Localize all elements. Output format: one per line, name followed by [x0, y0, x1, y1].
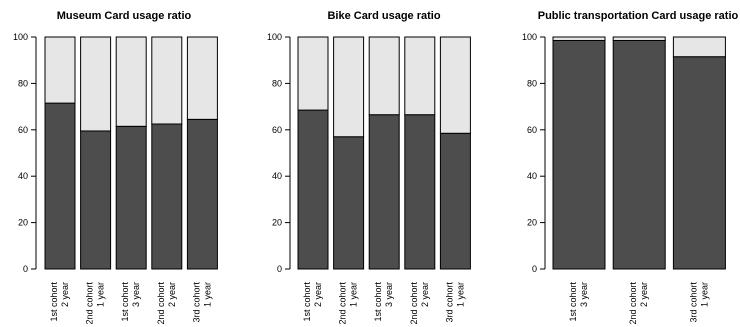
y-tick-label: 0: [23, 264, 28, 274]
category-label: 1st cohort 3 year: [568, 282, 589, 322]
y-tick-label: 80: [527, 78, 537, 88]
bar-segment-remainder: [552, 36, 606, 41]
bar-segment-usage: [368, 114, 400, 270]
category-label: 2nd cohort 1 year: [85, 282, 106, 325]
y-tick-label: 0: [532, 264, 537, 274]
category-label-line: 1st cohort: [120, 282, 130, 322]
category-label-line: 2 year: [639, 282, 649, 307]
category-label-line: 1 year: [96, 282, 106, 307]
category-label-line: 2nd cohort: [85, 282, 95, 325]
bar-segment-usage: [612, 39, 666, 270]
category-label-line: 2nd cohort: [409, 282, 419, 325]
y-tick-label: 80: [272, 78, 282, 88]
category-label-line: 3rd cohort: [688, 282, 698, 323]
bar-segment-usage: [297, 109, 329, 270]
category-label-line: 1 year: [699, 282, 709, 307]
chart-title: Museum Card usage ratio: [57, 10, 192, 22]
category-label-line: 1st cohort: [373, 282, 383, 322]
bar-segment-usage: [186, 118, 218, 270]
bar-segment-usage: [404, 114, 436, 270]
bar-segment-remainder: [44, 36, 76, 104]
chart-panel-2: Bike Card usage ratio 0 20 40 60 80 100 1st coh…: [267, 10, 471, 325]
bar-segment-remainder: [404, 36, 436, 116]
bar-segment-usage: [115, 125, 147, 270]
y-tick-label: 40: [18, 171, 28, 181]
bar-segment-remainder: [368, 36, 400, 116]
bar-segment-usage: [672, 56, 726, 270]
y-tick-label: 40: [272, 171, 282, 181]
category-label: 2nd cohort 2 year: [156, 282, 177, 325]
bar-segment-remainder: [297, 36, 329, 111]
y-tick-label: 0: [277, 264, 282, 274]
category-label-line: 3 year: [131, 282, 141, 307]
category-label-line: 2 year: [313, 282, 323, 307]
category-label-line: 3rd cohort: [444, 282, 454, 323]
y-tick-label: 40: [527, 171, 537, 181]
bar-segment-usage: [80, 130, 112, 270]
y-tick-label: 20: [527, 218, 537, 228]
category-label: 2nd cohort 2 year: [409, 282, 430, 325]
y-tick-label: 100: [267, 32, 282, 42]
y-tick-label: 20: [18, 218, 28, 228]
category-label-line: 1st cohort: [302, 282, 312, 322]
y-tick-label: 20: [272, 218, 282, 228]
category-label: 1st cohort 3 year: [373, 282, 394, 322]
category-label-line: 2nd cohort: [338, 282, 348, 325]
bar-segment-remainder: [186, 36, 218, 120]
bar-segment-remainder: [115, 36, 147, 127]
y-tick-label: 100: [13, 32, 28, 42]
category-label-line: 2 year: [420, 282, 430, 307]
y-tick-label: 80: [18, 78, 28, 88]
chart-title: Public transportation Card usage ratio: [538, 10, 739, 22]
bar-segment-remainder: [439, 36, 471, 134]
category-label-line: 2nd cohort: [156, 282, 166, 325]
category-label-line: 2 year: [167, 282, 177, 307]
bar-segment-usage: [439, 132, 471, 270]
bar-segment-usage: [151, 123, 183, 270]
category-label-line: 3rd cohort: [191, 282, 201, 323]
y-tick-label: 60: [527, 125, 537, 135]
y-tick-label: 60: [18, 125, 28, 135]
bar-segment-remainder: [80, 36, 112, 132]
bar-segment-remainder: [151, 36, 183, 125]
category-label-line: 3 year: [579, 282, 589, 307]
y-tick-label: 60: [272, 125, 282, 135]
category-label-line: 2nd cohort: [628, 282, 638, 325]
category-label-line: 2 year: [60, 282, 70, 307]
category-label-line: 1st cohort: [49, 282, 59, 322]
bar-segment-remainder: [612, 36, 666, 41]
category-label: 3rd cohort 1 year: [688, 282, 709, 323]
category-label: 1st cohort 2 year: [302, 282, 323, 322]
category-label-line: 1 year: [202, 282, 212, 307]
category-label: 2nd cohort 2 year: [628, 282, 649, 325]
bar-segment-usage: [333, 136, 365, 270]
bar-segment-remainder: [672, 36, 726, 58]
category-label: 2nd cohort 1 year: [338, 282, 359, 325]
bar-segment-remainder: [333, 36, 365, 138]
chart-panel-3: Public transportation Card usage ratio 0 2…: [522, 10, 739, 325]
category-label-line: 1 year: [349, 282, 359, 307]
category-label: 3rd cohort 1 year: [444, 282, 465, 323]
category-label: 1st cohort 3 year: [120, 282, 141, 322]
category-label-line: 1st cohort: [568, 282, 578, 322]
y-tick-label: 100: [522, 32, 537, 42]
category-label: 3rd cohort 1 year: [191, 282, 212, 323]
chart-title: Bike Card usage ratio: [327, 10, 440, 22]
category-label-line: 1 year: [455, 282, 465, 307]
chart-panel-1: Museum Card usage ratio 0 20 40 60 80 100 1st c…: [13, 10, 218, 325]
bar-segment-usage: [552, 39, 606, 270]
bar-segment-usage: [44, 102, 76, 270]
category-label: 1st cohort 2 year: [49, 282, 70, 322]
category-label-line: 3 year: [384, 282, 394, 307]
